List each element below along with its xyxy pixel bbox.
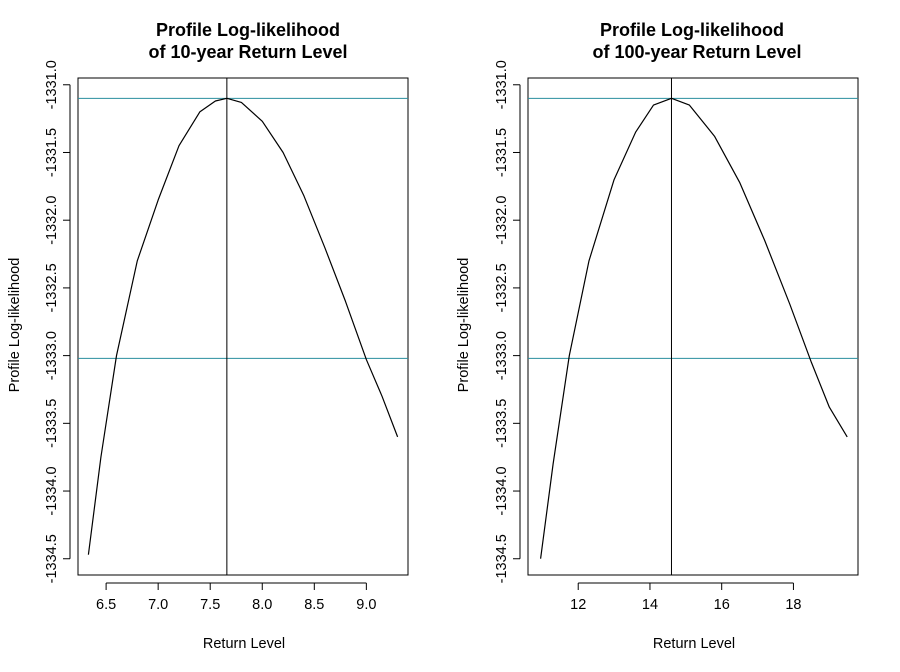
- y-tick-label: -1333.5: [44, 399, 60, 448]
- y-tick-label: -1331.5: [494, 128, 510, 177]
- x-tick-label: 8.5: [304, 597, 324, 613]
- y-tick-label: -1332.0: [494, 196, 510, 245]
- x-tick-label: 18: [785, 597, 801, 613]
- y-tick-label: -1333.5: [494, 399, 510, 448]
- y-tick-label: -1332.0: [44, 196, 60, 245]
- x-tick-label: 9.0: [356, 597, 376, 613]
- y-tick-label: -1332.5: [494, 263, 510, 312]
- chart-title-line-1: Profile Log-likelihood: [600, 20, 784, 40]
- y-axis-label: Profile Log-likelihood: [7, 258, 23, 393]
- x-tick-label: 7.5: [200, 597, 220, 613]
- profile-likelihood-curve: [540, 97, 848, 559]
- y-tick-label: -1331.0: [44, 60, 60, 109]
- y-tick-label: -1334.0: [44, 466, 60, 515]
- plot-frame: [527, 77, 859, 576]
- y-axis-label: Profile Log-likelihood: [456, 258, 472, 393]
- x-tick-label: 12: [570, 597, 586, 613]
- panel-100-year: Profile Log-likelihood of 100-year Retur…: [456, 20, 859, 652]
- x-axis-label: Return Level: [203, 636, 285, 652]
- y-tick-label: -1331.0: [494, 60, 510, 109]
- chart-title-line-2: of 100-year Return Level: [592, 42, 801, 62]
- y-tick-label: -1331.5: [44, 128, 60, 177]
- y-tick-label: -1333.0: [44, 331, 60, 380]
- y-tick-label: -1333.0: [494, 331, 510, 380]
- x-axis-label: Return Level: [653, 636, 735, 652]
- panel-10-year: Profile Log-likelihood of 10-year Return…: [7, 20, 409, 652]
- plot-frame: [77, 77, 409, 576]
- x-tick-label: 16: [714, 597, 730, 613]
- y-tick-label: -1332.5: [44, 263, 60, 312]
- x-tick-label: 6.5: [96, 597, 116, 613]
- profile-likelihood-curve: [87, 97, 399, 555]
- x-tick-label: 14: [642, 597, 658, 613]
- y-tick-label: -1334.0: [494, 466, 510, 515]
- x-tick-label: 8.0: [252, 597, 272, 613]
- x-tick-label: 7.0: [148, 597, 168, 613]
- chart-title-line-2: of 10-year Return Level: [148, 42, 347, 62]
- chart-title-line-1: Profile Log-likelihood: [156, 20, 340, 40]
- y-tick-label: -1334.5: [494, 534, 510, 583]
- y-tick-label: -1334.5: [44, 534, 60, 583]
